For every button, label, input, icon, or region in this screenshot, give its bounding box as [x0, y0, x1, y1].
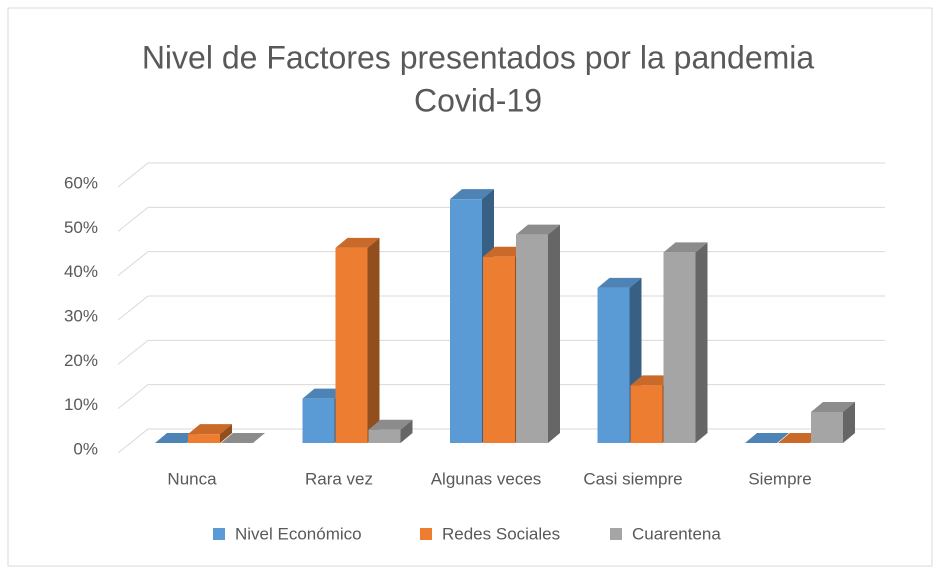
bar	[745, 433, 789, 443]
bar-front	[597, 287, 630, 443]
bar	[221, 433, 265, 443]
bar-front	[450, 199, 482, 443]
bar-top	[597, 277, 642, 288]
legend-swatch	[213, 528, 225, 540]
legend-label: Cuarentena	[632, 524, 721, 543]
bar-side	[220, 424, 232, 443]
x-tick-label: Rara vez	[305, 469, 373, 488]
legend-label: Nivel Económico	[235, 524, 362, 543]
bar-front	[188, 434, 220, 443]
bar	[516, 224, 560, 443]
bar-top	[221, 433, 265, 443]
y-tick-label: 0%	[73, 439, 98, 458]
legend-label: Redes Sociales	[442, 524, 560, 543]
bar-side	[548, 224, 560, 443]
grid-line	[117, 251, 885, 277]
legend-swatch	[420, 528, 432, 540]
bar-side	[400, 419, 413, 443]
chart-title: Covid-19	[414, 82, 542, 118]
bar	[811, 401, 855, 443]
grid-line	[117, 206, 885, 232]
bar-front	[368, 429, 401, 443]
bar	[663, 242, 708, 443]
bar-front	[630, 385, 663, 443]
bar-front	[811, 411, 843, 443]
bar-top	[516, 224, 560, 235]
grid-line	[117, 162, 885, 188]
bar-top	[368, 419, 413, 430]
bar-top	[663, 242, 708, 253]
y-tick-label: 10%	[64, 395, 98, 414]
x-tick-label: Siempre	[748, 469, 811, 488]
y-tick-label: 60%	[64, 173, 98, 192]
bar-side	[843, 401, 855, 443]
bar-top	[745, 433, 789, 443]
bar-front	[335, 247, 368, 443]
bar	[368, 419, 413, 443]
bar-front	[516, 234, 548, 443]
bar-front	[483, 256, 515, 443]
y-tick-label: 40%	[64, 262, 98, 281]
bar-front	[302, 398, 335, 443]
y-tick-label: 50%	[64, 218, 98, 237]
bar-front	[663, 252, 696, 443]
bar	[188, 424, 232, 443]
x-tick-label: Algunas veces	[431, 469, 542, 488]
bar	[335, 237, 380, 443]
bar-top	[335, 237, 380, 248]
bar-top	[811, 401, 855, 412]
x-tick-label: Nunca	[167, 469, 217, 488]
bar-top	[188, 424, 232, 435]
chart-title: Nivel de Factores presentados por la pan…	[142, 39, 815, 75]
bar-side	[695, 242, 708, 443]
legend-swatch	[610, 528, 622, 540]
x-tick-label: Casi siempre	[583, 469, 682, 488]
bar-top	[450, 189, 494, 200]
y-tick-label: 20%	[64, 351, 98, 370]
bar-side	[367, 237, 380, 443]
y-tick-label: 30%	[64, 306, 98, 325]
